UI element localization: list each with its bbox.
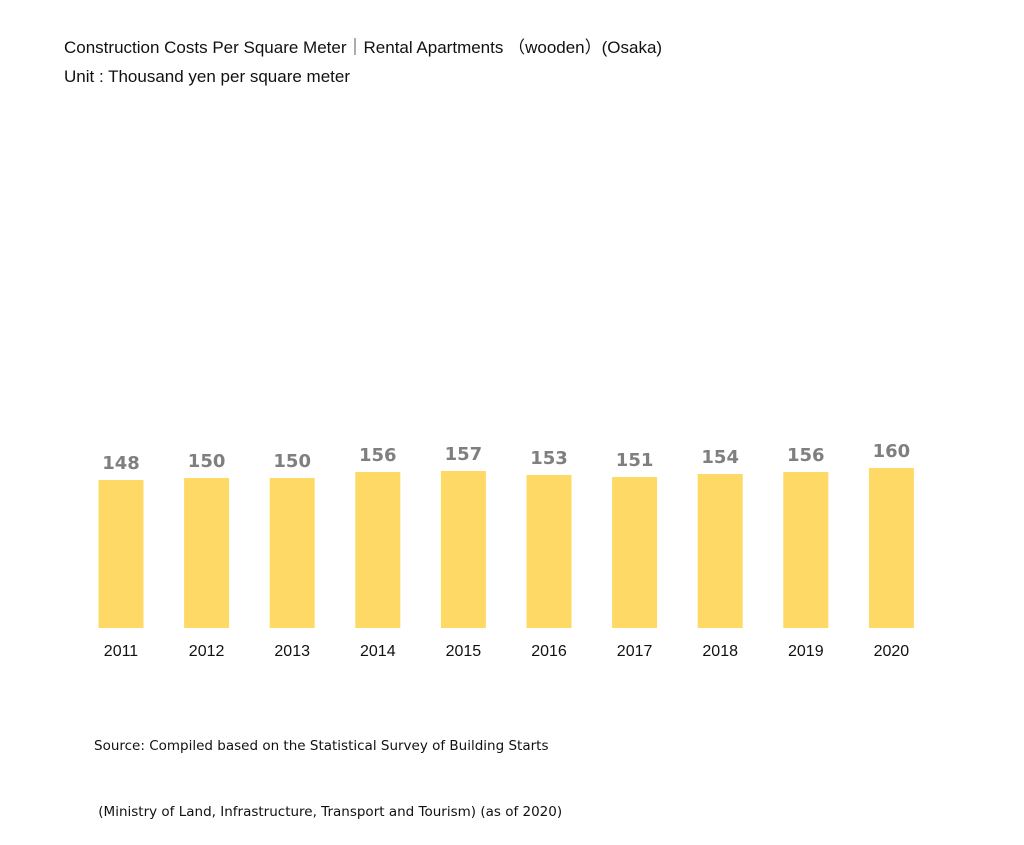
value-label-2013: 150 (273, 451, 311, 472)
x-axis-tick-labels: 2011 2012 2013 2014 2015 2016 2017 2018 2019 2020 (104, 643, 910, 660)
x-tick-2019: 2019 (788, 643, 824, 660)
value-label-2018: 154 (701, 447, 739, 468)
x-tick-2011: 2011 (104, 643, 139, 660)
bar-2019 (783, 472, 829, 628)
source-note: Source: Compiled based on the Statistica… (94, 691, 562, 845)
x-tick-2013: 2013 (274, 643, 310, 660)
value-label-2015: 157 (445, 444, 483, 465)
source-line-2: (Ministry of Land, Infrastructure, Trans… (94, 804, 563, 820)
value-label-2014: 156 (359, 445, 397, 466)
value-label-2017: 151 (616, 450, 654, 471)
bar-2011 (98, 480, 144, 628)
chart-title: Construction Costs Per Square Meter｜Rent… (64, 38, 663, 57)
value-label-2019: 156 (787, 445, 825, 466)
value-label-2020: 160 (873, 441, 911, 462)
value-label-2011: 148 (102, 453, 140, 474)
bar-2017 (612, 477, 658, 628)
value-labels-group: 148 150 150 156 157 153 151 154 156 160 (102, 441, 910, 474)
bar-2016 (526, 475, 572, 628)
x-tick-2017: 2017 (617, 643, 653, 660)
chart-subtitle: Unit : Thousand yen per square meter (64, 67, 351, 86)
bar-2014 (355, 472, 401, 628)
bar-2012 (184, 478, 230, 628)
bar-2015 (440, 471, 486, 628)
x-tick-2012: 2012 (189, 643, 225, 660)
bar-2013 (269, 478, 315, 628)
x-tick-2014: 2014 (360, 643, 396, 660)
value-label-2016: 153 (530, 448, 568, 469)
x-tick-2016: 2016 (531, 643, 567, 660)
x-tick-2020: 2020 (874, 643, 910, 660)
source-line-1: Source: Compiled based on the Statistica… (94, 738, 549, 754)
bar-2018 (697, 474, 743, 628)
bar-2020 (868, 468, 914, 628)
bars-group (98, 468, 914, 628)
x-tick-2018: 2018 (702, 643, 738, 660)
value-label-2012: 150 (188, 451, 226, 472)
bar-chart: 148 150 150 156 157 153 151 154 156 160 2011 2012 2… (98, 441, 914, 660)
x-tick-2015: 2015 (446, 643, 482, 660)
